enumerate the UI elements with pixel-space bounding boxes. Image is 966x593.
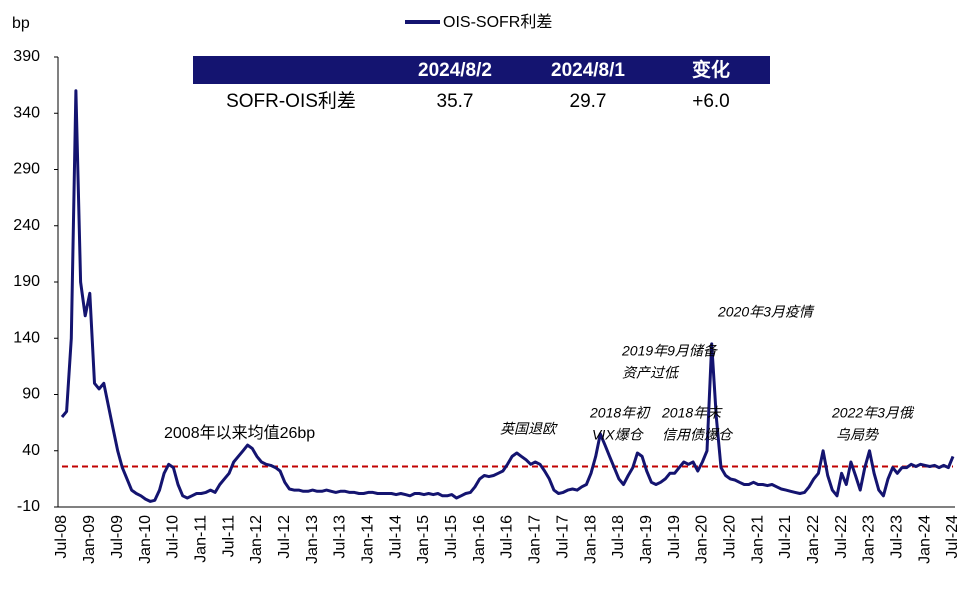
x-tick-label: Jul-24: [944, 515, 961, 559]
y-tick-label: 190: [13, 273, 40, 290]
table-row-label: SOFR-OIS利差: [226, 90, 356, 112]
x-tick-label: Jan-20: [694, 515, 711, 564]
x-tick-label: Jul-08: [53, 515, 70, 559]
y-tick-label: 240: [13, 217, 40, 234]
table-header-bg: [193, 56, 770, 84]
annotation: 2020年3月疫情: [717, 304, 815, 320]
x-tick-label: Jul-13: [332, 515, 349, 559]
annotation: 乌局势: [836, 427, 880, 443]
x-tick-label: Jan-17: [527, 515, 544, 564]
y-tick-label: 140: [13, 329, 40, 346]
x-tick-label: Jan-09: [81, 515, 98, 564]
y-tick-label: 290: [13, 161, 40, 178]
x-tick-label: Jul-12: [276, 515, 293, 559]
x-tick-label: Jan-16: [471, 515, 488, 564]
x-tick-label: Jul-21: [777, 515, 794, 559]
annotation: 资产过低: [622, 365, 680, 381]
y-tick-label: 390: [13, 48, 40, 65]
x-tick-label: Jan-21: [749, 515, 766, 564]
x-tick-label: Jan-12: [248, 515, 265, 564]
annotation: 2018年初: [589, 405, 651, 421]
annotation: 2019年9月储备: [621, 343, 719, 359]
x-tick-label: Jul-11: [220, 515, 237, 557]
y-tick-label: 90: [22, 386, 40, 403]
annotation: 2022年3月俄: [831, 405, 915, 421]
annotation: 信用债爆仓: [662, 427, 734, 443]
x-tick-label: Jan-14: [360, 515, 377, 564]
x-tick-label: Jul-10: [165, 515, 182, 559]
annotation: 英国退欧: [500, 421, 558, 437]
x-tick-label: Jul-09: [109, 515, 126, 559]
y-tick-label: 40: [22, 442, 40, 459]
table-header: 2024/8/1: [551, 60, 625, 81]
x-tick-label: Jul-15: [443, 515, 460, 559]
y-tick-label: 340: [13, 104, 40, 121]
x-tick-label: Jul-20: [721, 515, 738, 559]
y-tick-label: -10: [17, 498, 40, 515]
x-tick-label: Jul-16: [499, 515, 516, 559]
x-tick-label: Jan-23: [861, 515, 878, 564]
x-tick-label: Jul-18: [610, 515, 627, 559]
x-tick-label: Jan-19: [638, 515, 655, 564]
x-tick-label: Jan-15: [415, 515, 432, 564]
table-cell: 29.7: [570, 91, 607, 112]
x-tick-label: Jan-11: [192, 515, 209, 563]
series-line: [60, 89, 955, 503]
table-cell: 35.7: [437, 91, 474, 112]
annotation: 2018年末: [661, 405, 723, 421]
annotation: VIX爆仓: [592, 427, 645, 443]
x-tick-label: Jan-22: [805, 515, 822, 564]
x-tick-label: Jul-17: [554, 515, 571, 559]
x-tick-label: Jan-24: [916, 515, 933, 564]
table-cell: +6.0: [692, 91, 730, 112]
x-tick-label: Jul-22: [833, 515, 850, 559]
table-header: 2024/8/2: [418, 60, 492, 81]
x-tick-label: Jul-19: [666, 515, 683, 559]
table-header: 变化: [692, 58, 730, 81]
legend-label: OIS-SOFR利差: [443, 13, 552, 31]
x-tick-label: Jan-18: [582, 515, 599, 564]
x-tick-label: Jan-10: [137, 515, 154, 564]
mean-label: 2008年以来均值26bp: [164, 424, 315, 442]
x-tick-label: Jan-13: [304, 515, 321, 564]
x-tick-label: Jul-23: [889, 515, 906, 559]
x-tick-label: Jul-14: [387, 515, 404, 559]
y-unit: bp: [12, 15, 30, 32]
